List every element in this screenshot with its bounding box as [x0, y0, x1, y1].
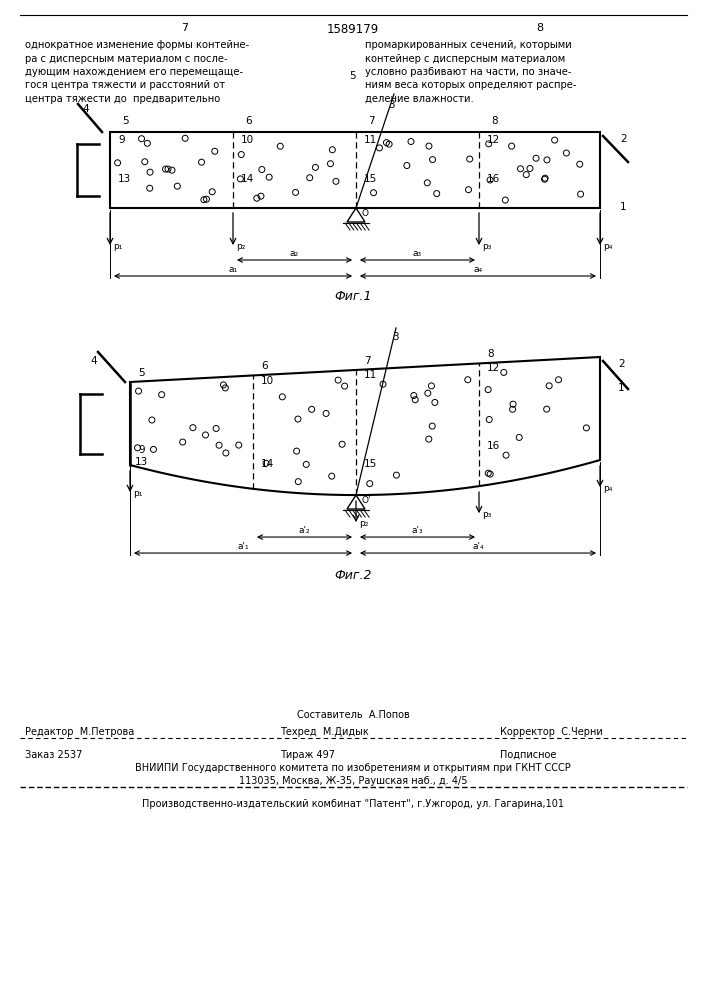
- Text: a'₄: a'₄: [472, 542, 484, 551]
- Bar: [110, 132, 600, 208]
- Text: однократное изменение формы контейне-: однократное изменение формы контейне-: [25, 40, 250, 50]
- Text: 6: 6: [261, 361, 268, 371]
- Text: Фиг.2: Фиг.2: [334, 569, 372, 582]
- Text: 7: 7: [182, 23, 189, 33]
- Text: 9: 9: [138, 445, 145, 455]
- Text: a₁: a₁: [228, 265, 238, 274]
- Text: a'₁: a'₁: [237, 542, 249, 551]
- Text: 113035, Москва, Ж-35, Раушская наб., д. 4/5: 113035, Москва, Ж-35, Раушская наб., д. …: [239, 776, 467, 786]
- Text: Подписное: Подписное: [500, 750, 556, 760]
- Text: p₁: p₁: [133, 489, 142, 498]
- Text: a₄: a₄: [474, 265, 483, 274]
- Text: p₁: p₁: [113, 242, 122, 251]
- Text: p₄: p₄: [603, 484, 612, 493]
- Text: дующим нахождением его перемещаще-: дующим нахождением его перемещаще-: [25, 67, 243, 77]
- Text: гося центра тяжести и расстояний от: гося центра тяжести и расстояний от: [25, 81, 225, 91]
- Text: p₃: p₃: [482, 510, 491, 519]
- Text: 14: 14: [261, 459, 274, 469]
- Text: 5: 5: [122, 116, 129, 126]
- Text: 11: 11: [364, 135, 378, 145]
- Text: a₃: a₃: [413, 249, 422, 258]
- Text: 1: 1: [620, 202, 626, 212]
- Text: 5: 5: [350, 71, 356, 81]
- Text: a'₂: a'₂: [298, 526, 310, 535]
- Text: деление влажности.: деление влажности.: [365, 94, 474, 104]
- Text: a₂: a₂: [290, 249, 299, 258]
- Text: Техред  М.Дидык: Техред М.Дидык: [280, 727, 369, 737]
- Text: 14: 14: [241, 174, 255, 184]
- Text: Производственно-издательский комбинат "Патент", г.Ужгород, ул. Гагарина,101: Производственно-издательский комбинат "П…: [142, 799, 564, 809]
- Text: 3: 3: [392, 332, 399, 342]
- Text: 8: 8: [487, 349, 493, 359]
- Text: 16: 16: [487, 441, 501, 451]
- Text: 16: 16: [487, 174, 501, 184]
- Text: 13: 13: [118, 174, 132, 184]
- Text: контейнер с дисперсным материалом: контейнер с дисперсным материалом: [365, 53, 566, 64]
- Text: p₂: p₂: [359, 519, 368, 528]
- Text: 3: 3: [388, 100, 395, 110]
- Text: 5: 5: [138, 368, 145, 378]
- Text: 7: 7: [368, 116, 375, 126]
- Text: 2: 2: [618, 359, 624, 369]
- Text: Тираж 497: Тираж 497: [280, 750, 335, 760]
- Text: 12: 12: [487, 135, 501, 145]
- Text: 1589179: 1589179: [327, 23, 379, 36]
- Text: 6: 6: [245, 116, 252, 126]
- Text: ВНИИПИ Государственного комитета по изобретениям и открытиям при ГКНТ СССР: ВНИИПИ Государственного комитета по изоб…: [135, 763, 571, 773]
- Text: a'₃: a'₃: [411, 526, 423, 535]
- Text: Составитель  А.Попов: Составитель А.Попов: [297, 710, 409, 720]
- Text: 11: 11: [364, 370, 378, 380]
- Text: 8: 8: [491, 116, 498, 126]
- Text: 8: 8: [537, 23, 544, 33]
- Text: 9: 9: [118, 135, 124, 145]
- Text: 7: 7: [364, 356, 370, 366]
- Text: Заказ 2537: Заказ 2537: [25, 750, 83, 760]
- Text: центра тяжести до  предварительно: центра тяжести до предварительно: [25, 94, 221, 104]
- Text: 15: 15: [364, 174, 378, 184]
- Text: Редактор  М.Петрова: Редактор М.Петрова: [25, 727, 134, 737]
- Text: условно разбивают на части, по значе-: условно разбивают на части, по значе-: [365, 67, 571, 77]
- Text: p₄: p₄: [603, 242, 612, 251]
- Text: p₂: p₂: [236, 242, 245, 251]
- Text: O': O': [362, 496, 371, 505]
- Text: Корректор  С.Черни: Корректор С.Черни: [500, 727, 603, 737]
- Text: 4: 4: [82, 104, 88, 114]
- Text: 13: 13: [135, 457, 148, 467]
- Text: ра с дисперсным материалом с после-: ра с дисперсным материалом с после-: [25, 53, 228, 64]
- Text: 4: 4: [90, 356, 97, 366]
- Text: Фиг.1: Фиг.1: [334, 290, 372, 303]
- Text: ниям веса которых определяют распре-: ниям веса которых определяют распре-: [365, 81, 576, 91]
- Text: p₃: p₃: [482, 242, 491, 251]
- Text: O: O: [361, 209, 368, 218]
- Text: 12: 12: [487, 363, 501, 373]
- Text: 10: 10: [261, 376, 274, 386]
- Text: 2: 2: [620, 134, 626, 144]
- Text: 10: 10: [241, 135, 254, 145]
- Text: промаркированных сечений, которыми: промаркированных сечений, которыми: [365, 40, 572, 50]
- Text: 15: 15: [364, 459, 378, 469]
- Text: 1: 1: [618, 383, 624, 393]
